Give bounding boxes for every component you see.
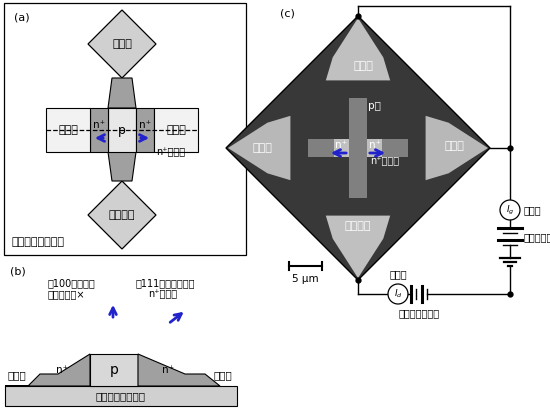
Bar [349, 98, 367, 198]
Polygon shape [88, 10, 156, 78]
Bar [154, 108, 198, 152]
Text: ゲート: ゲート [252, 143, 272, 153]
Bar [90, 354, 138, 386]
Text: 電流計: 電流計 [389, 269, 407, 279]
Polygon shape [88, 181, 156, 249]
Text: (b): (b) [10, 266, 26, 276]
Circle shape [500, 200, 520, 220]
Text: n⁺層成長: n⁺層成長 [156, 147, 185, 157]
Text: ソース: ソース [353, 61, 373, 71]
Text: (a): (a) [14, 13, 30, 23]
Text: n⁺: n⁺ [139, 120, 151, 130]
Polygon shape [226, 16, 490, 280]
Polygon shape [326, 216, 390, 278]
Text: 5 μm: 5 μm [292, 274, 319, 284]
Bar [4, 3, 246, 255]
Text: ゲート: ゲート [58, 125, 78, 135]
Polygon shape [138, 354, 220, 386]
Text: ドレイン電圧源: ドレイン電圧源 [398, 308, 439, 318]
Text: （100）面方向: （100）面方向 [48, 278, 96, 288]
Text: n⁺: n⁺ [93, 120, 105, 130]
Text: (c): (c) [280, 8, 295, 18]
Text: p: p [109, 363, 118, 377]
Polygon shape [108, 78, 136, 108]
Text: ダイヤモンド基板: ダイヤモンド基板 [12, 237, 65, 247]
Bar [367, 139, 382, 157]
Text: ドレイン: ドレイン [109, 210, 135, 220]
Bar [90, 108, 108, 152]
Polygon shape [108, 152, 136, 181]
Bar [5, 386, 237, 406]
Polygon shape [5, 354, 90, 386]
Text: n⁺層成長: n⁺層成長 [370, 156, 399, 166]
Text: 電流計: 電流計 [524, 205, 542, 215]
Text: n⁺層成長: n⁺層成長 [148, 289, 177, 299]
Text: ゲート電圧源: ゲート電圧源 [524, 232, 550, 242]
Text: n⁺: n⁺ [56, 365, 68, 375]
Text: ゲート: ゲート [213, 370, 232, 380]
Text: ドレイン: ドレイン [345, 221, 371, 231]
Text: n⁺: n⁺ [162, 365, 174, 375]
Bar [136, 108, 154, 152]
Text: $I_g$: $I_g$ [506, 203, 514, 217]
Polygon shape [426, 116, 488, 180]
Bar [308, 139, 408, 157]
Text: ゲート: ゲート [8, 370, 27, 380]
Bar [334, 139, 349, 157]
Text: ゲート: ゲート [444, 141, 464, 151]
Text: ダイヤモンド基板: ダイヤモンド基板 [96, 391, 146, 401]
Text: n⁺: n⁺ [335, 140, 347, 150]
Text: p: p [118, 123, 126, 136]
Circle shape [388, 284, 408, 304]
Text: （111）面方向のみ: （111）面方向のみ [136, 278, 195, 288]
Text: 成長しない×: 成長しない× [48, 289, 85, 299]
Text: n⁺: n⁺ [369, 140, 381, 150]
Bar [46, 108, 90, 152]
Text: p層: p層 [368, 101, 381, 111]
Text: ソース: ソース [112, 39, 132, 49]
Text: $I_d$: $I_d$ [394, 288, 403, 300]
Polygon shape [326, 18, 390, 81]
Bar [108, 108, 136, 152]
Polygon shape [228, 116, 290, 180]
Text: ゲート: ゲート [166, 125, 186, 135]
